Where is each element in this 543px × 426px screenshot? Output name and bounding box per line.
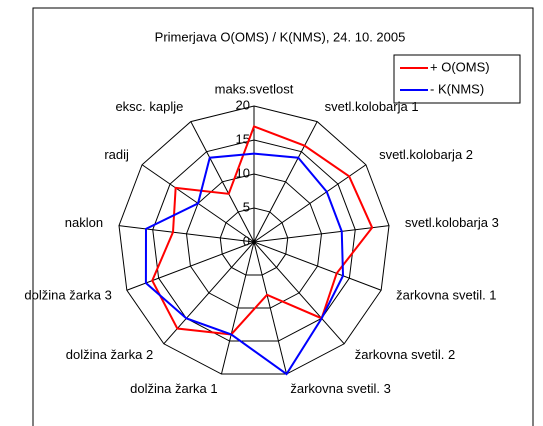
spoke	[126, 241, 255, 291]
y-tick-label: 15	[236, 131, 250, 146]
chart-title: Primerjava O(OMS) / K(NMS), 24. 10. 2005	[155, 29, 406, 44]
category-label: dolžina žarka 3	[24, 287, 111, 302]
category-label: naklon	[65, 215, 103, 230]
legend-label: + O(OMS)	[430, 59, 490, 74]
category-label: radij	[104, 147, 129, 162]
spoke	[118, 225, 255, 243]
y-tick-label: 20	[236, 97, 250, 112]
legend	[393, 54, 521, 104]
category-label: žarkovna svetil. 2	[355, 347, 455, 362]
spoke	[253, 241, 288, 375]
spoke	[253, 241, 345, 345]
category-label: maks.svetlost	[215, 81, 294, 96]
y-tick-label: 0	[243, 233, 250, 248]
grid-ring	[152, 139, 356, 342]
category-label: svetl.kolobarja 3	[405, 215, 499, 230]
spoke	[163, 241, 255, 345]
legend-label: - K(NMS)	[430, 81, 484, 96]
category-label: eksc. kaplje	[115, 99, 183, 114]
series-line	[151, 125, 374, 336]
category-label: svetl.kolobarja 2	[379, 147, 473, 162]
spoke	[253, 225, 390, 243]
category-label: žarkovna svetil. 1	[396, 287, 496, 302]
spoke	[253, 121, 318, 243]
y-tick-label: 10	[236, 165, 250, 180]
category-label: svetl.kolobarja 1	[325, 99, 419, 114]
spoke	[190, 121, 255, 243]
spoke	[253, 241, 382, 291]
grid-ring	[219, 207, 289, 276]
spoke	[253, 164, 367, 243]
grid-ring	[118, 105, 390, 375]
spoke	[220, 241, 255, 375]
category-label: žarkovna svetil. 3	[290, 381, 390, 396]
y-tick-label: 5	[243, 199, 250, 214]
series-line	[144, 152, 345, 376]
category-label: dolžina žarka 2	[66, 347, 153, 362]
category-label: dolžina žarka 1	[130, 381, 217, 396]
